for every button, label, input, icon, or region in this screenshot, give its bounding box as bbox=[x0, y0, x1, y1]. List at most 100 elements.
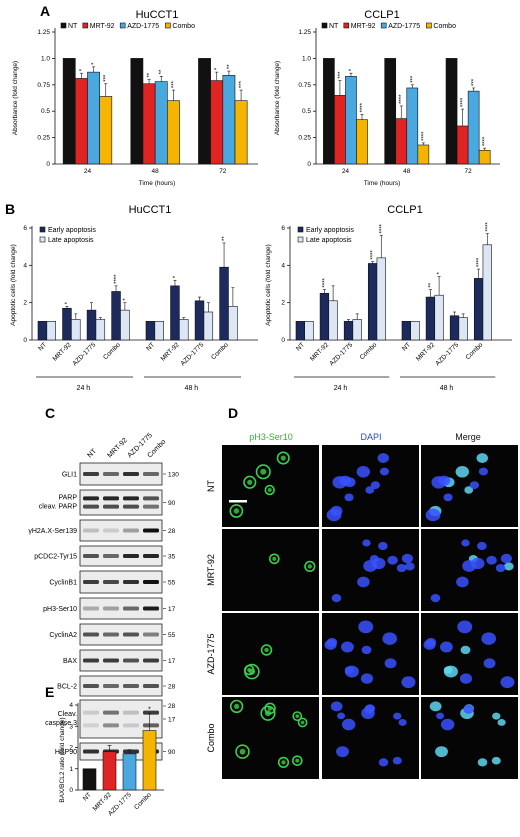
blot-band bbox=[123, 496, 139, 501]
panel-b-cclp1-bar bbox=[473, 278, 484, 341]
microscopy-header-ph3: pH3-Ser10 bbox=[249, 432, 293, 442]
microscopy-row-label: AZD-1775 bbox=[206, 633, 216, 674]
panel-b-cclp1-significance: **** bbox=[485, 222, 491, 232]
blot-band bbox=[143, 528, 159, 533]
microscopy-cell bbox=[326, 508, 342, 522]
microscopy-cell bbox=[248, 668, 256, 675]
panel-b-cclp1-bar bbox=[425, 296, 436, 341]
panel-a-hucct1-bar bbox=[222, 74, 236, 165]
blot-band bbox=[103, 710, 119, 715]
blot-band bbox=[83, 658, 99, 663]
microscopy-cell bbox=[339, 475, 352, 486]
panel-a-hucct1-bar bbox=[99, 96, 113, 165]
panel-letter-c: C bbox=[45, 405, 55, 421]
blot-band bbox=[123, 472, 139, 476]
blot-kda-label: 28 bbox=[168, 528, 176, 535]
microscopy-cell bbox=[492, 712, 501, 720]
panel-a-cclp1-y-tick-label: 0.75 bbox=[298, 82, 311, 89]
microscopy-cell bbox=[358, 620, 374, 634]
panel-a-cclp1-bar bbox=[384, 58, 397, 165]
panel-b-cclp1-bar bbox=[343, 321, 354, 341]
panel-e-category-label: NT bbox=[82, 791, 93, 802]
microscopy-cell bbox=[365, 486, 375, 494]
panel-e-y-tick-label: 3 bbox=[69, 723, 73, 730]
microscopy-cell bbox=[486, 555, 497, 565]
panel-b-hucct1-bar bbox=[86, 309, 97, 341]
microscopy-cell bbox=[436, 712, 445, 720]
blot-band bbox=[123, 504, 139, 509]
microscopy-cell bbox=[393, 712, 402, 720]
panel-a-hucct1-x-tick-label: 72 bbox=[219, 168, 227, 175]
panel-a-cclp1-y-tick-label: 0.5 bbox=[302, 108, 311, 115]
blot-protein-label: GLI1 bbox=[62, 472, 77, 479]
blot-kda-label: 55 bbox=[168, 632, 176, 639]
microscopy-cell bbox=[307, 564, 313, 569]
microscopy-cell bbox=[377, 453, 389, 463]
panel-e-significance: * bbox=[148, 707, 151, 714]
blot-band bbox=[103, 684, 119, 688]
panel-b-hucct1-category-label: AZD-1775 bbox=[179, 341, 205, 367]
microscopy-cell bbox=[244, 663, 260, 680]
blot-band bbox=[83, 749, 99, 754]
panel-b-hucct1-bar bbox=[219, 266, 229, 341]
microscopy-cell bbox=[264, 702, 276, 715]
panel-b-hucct1-bar bbox=[95, 319, 106, 341]
panel-a-cclp1-bar bbox=[334, 95, 346, 165]
panel-b-hucct1-significance: * bbox=[65, 301, 71, 304]
blot-protein-label: Cleav. bbox=[58, 711, 77, 718]
panel-a-hucct1-y-tick-label: 0 bbox=[46, 161, 50, 168]
blot-band bbox=[83, 580, 99, 584]
panel-b-hucct1-bar bbox=[46, 321, 56, 341]
panel-b-cclp1-bar bbox=[304, 321, 314, 341]
panel-b-hucct1-y-tick-label: 4 bbox=[23, 262, 27, 269]
panel-b-cclp1-bar bbox=[328, 300, 338, 341]
panel-a-cclp1-bar bbox=[417, 144, 430, 165]
panel-b-ylabel-left: Apoptotic cells (fold change) bbox=[10, 244, 17, 326]
panel-e-category-label: Combo bbox=[133, 791, 153, 811]
microscopy-cell bbox=[233, 703, 240, 710]
panel-b-cclp1-category-label: MRT-92 bbox=[309, 341, 330, 362]
panel-b-cclp1-legend-label: Early apoptosis bbox=[306, 227, 354, 234]
blot-protein-label: cleav. PARP bbox=[39, 504, 78, 511]
panel-b-hucct1-significance: ** bbox=[222, 236, 228, 241]
blot-band bbox=[103, 658, 119, 663]
blot-kda-label: 17 bbox=[168, 717, 176, 724]
panel-a-hucct1-legend-label: AZD-1775 bbox=[127, 23, 159, 30]
blot-strip bbox=[79, 649, 163, 672]
panel-b-hucct1-legend-label: Early apoptosis bbox=[48, 227, 96, 234]
panel-letter-a: A bbox=[40, 3, 50, 19]
microscopy-cell bbox=[267, 706, 273, 711]
panel-e-y-tick-label: 2 bbox=[69, 745, 73, 752]
panel-a-hucct1-legend-swatch bbox=[82, 22, 89, 29]
panel-a-hucct1-x-tick-label: 48 bbox=[152, 168, 160, 175]
microscopy-cell bbox=[382, 632, 398, 645]
microscopy-cell bbox=[476, 453, 488, 463]
blot-kda-label: 17 bbox=[168, 606, 176, 613]
panel-a-hucct1-significance: *** bbox=[104, 74, 110, 82]
panel-a-cclp1-significance: **** bbox=[461, 97, 467, 107]
panel-b-cclp1-significance: **** bbox=[371, 250, 377, 260]
blot-band bbox=[123, 554, 139, 558]
microscopy-cell bbox=[396, 563, 407, 573]
microscopy-cell bbox=[229, 504, 244, 518]
panel-b-hucct1-legend-label: Late apoptosis bbox=[48, 237, 94, 244]
microscopy-cell bbox=[360, 673, 374, 684]
blot-strip bbox=[79, 489, 163, 516]
microscopy-cell bbox=[456, 576, 469, 588]
panel-b-cclp1-category-label: AZD-1775 bbox=[328, 341, 354, 367]
microscopy-cell bbox=[330, 701, 343, 712]
panel-b-hucct1-legend-swatch bbox=[39, 236, 46, 243]
microscopy-cell bbox=[341, 641, 354, 653]
blot-band bbox=[103, 528, 119, 533]
blot-band bbox=[123, 528, 139, 533]
microscopy-cell bbox=[500, 553, 512, 564]
panel-b-hucct1-bar bbox=[170, 285, 180, 341]
panel-b-cclp1-significance: **** bbox=[477, 257, 483, 267]
blot-protein-label: HSP90 bbox=[55, 749, 77, 756]
microscopy-cell bbox=[477, 541, 487, 551]
panel-a-hucct1-significance: ** bbox=[147, 72, 153, 77]
panel-a-cclp1-y-tick-label: 0.25 bbox=[298, 135, 311, 142]
microscopy-cell bbox=[280, 455, 286, 461]
microscopy-cell bbox=[461, 539, 470, 547]
